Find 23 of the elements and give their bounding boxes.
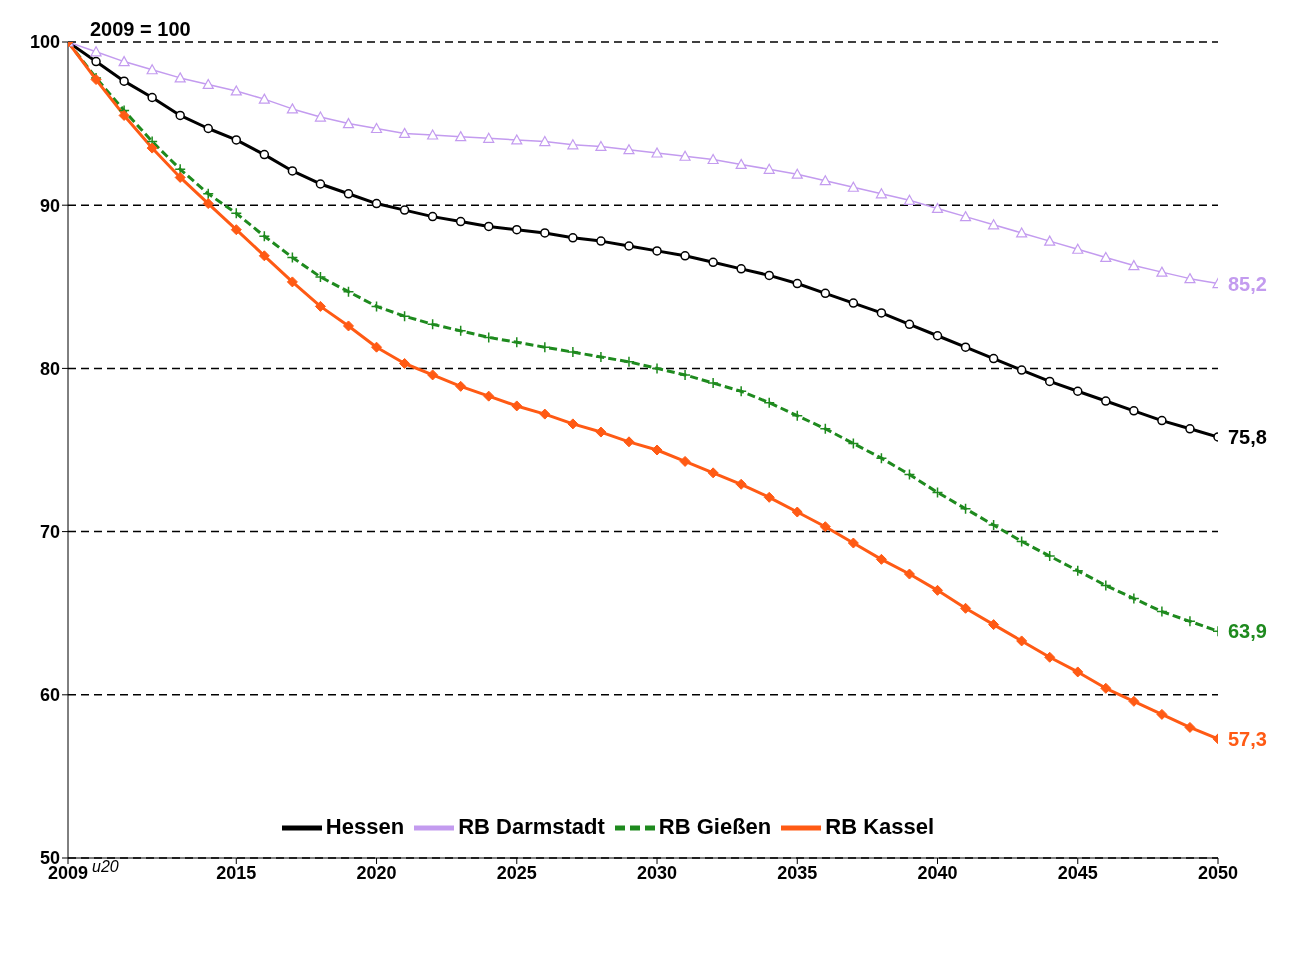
data-label: 57,3 — [1228, 727, 1267, 750]
x-tick-label: 2025 — [496, 862, 537, 883]
x-tick-label: 2035 — [777, 862, 818, 883]
y-tick-label: 80 — [39, 358, 60, 379]
x-tick-label: 2050 — [1197, 862, 1239, 883]
legend-label: RB Gießen — [658, 813, 772, 839]
x-tick-label: 2020 — [356, 862, 397, 883]
y-tick-label: 70 — [39, 521, 60, 542]
data-label: 75,8 — [1228, 425, 1267, 448]
legend-label: RB Darmstadt — [458, 813, 605, 839]
y-tick-label: 60 — [39, 685, 60, 706]
annotation: u20 — [92, 858, 119, 876]
data-label: 85,2 — [1228, 272, 1267, 295]
y-tick-label: 90 — [39, 195, 60, 216]
y-tick-label: 100 — [29, 32, 60, 53]
data-label: 63,9 — [1228, 620, 1267, 643]
text: 2009 = 100 — [90, 18, 191, 41]
x-tick-label: 2030 — [637, 862, 678, 883]
x-tick-label: 2015 — [216, 862, 257, 883]
x-tick-label: 2045 — [1057, 862, 1098, 883]
x-tick-label: 2040 — [917, 862, 958, 883]
legend-label: Hessen — [325, 813, 405, 839]
legend-label: RB Kassel — [825, 813, 935, 839]
